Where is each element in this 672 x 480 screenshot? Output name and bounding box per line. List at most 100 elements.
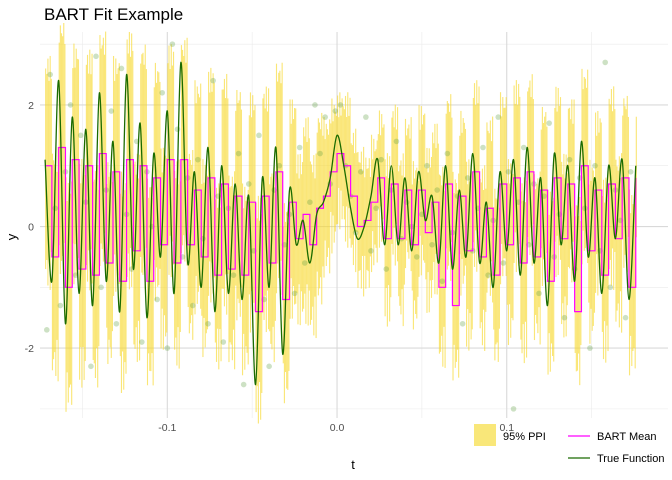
ppi-band-segment: [455, 182, 457, 362]
ppi-band-segment: [591, 167, 593, 331]
ppi-band-segment: [445, 113, 447, 249]
ppi-band-segment: [416, 167, 418, 319]
ppi-band-segment: [635, 116, 637, 238]
data-point: [195, 156, 201, 163]
ppi-band-segment: [453, 193, 455, 345]
ppi-band-segment: [441, 185, 443, 336]
data-point: [587, 345, 593, 351]
ppi-band-segment: [484, 165, 486, 351]
ppi-band-segment: [439, 175, 442, 352]
ppi-band-segment: [429, 167, 431, 281]
ppi-band-segment: [126, 39, 128, 277]
ppi-band-segment: [527, 91, 529, 237]
data-point: [424, 162, 430, 169]
ppi-band-segment: [79, 163, 81, 380]
ppi-band-segment: [97, 165, 99, 388]
ppi-band-segment: [482, 190, 485, 310]
ppi-band-segment: [427, 172, 429, 273]
data-point: [592, 162, 598, 169]
ppi-band-segment: [614, 109, 616, 252]
ppi-band-segment: [364, 177, 366, 256]
ppi-band-segment: [449, 111, 451, 252]
ppi-band-segment: [558, 105, 560, 246]
ppi-band-segment: [76, 58, 78, 259]
ppi-band-segment: [565, 154, 567, 337]
ppi-band-segment: [279, 70, 281, 282]
ppi-band-segment: [532, 99, 534, 225]
ppi-band-segment: [83, 163, 85, 380]
data-point: [500, 260, 507, 266]
data-point: [220, 339, 227, 345]
ppi-band-segment: [513, 85, 515, 263]
ppi-band-segment: [140, 63, 142, 257]
ppi-band-segment: [436, 123, 438, 295]
ppi-band-segment: [46, 73, 48, 260]
x-tick-label: 0.0: [330, 422, 345, 434]
ppi-band-segment: [377, 134, 379, 209]
ppi-band-segment: [386, 153, 388, 327]
ppi-band-segment: [251, 117, 253, 292]
ppi-band-segment: [590, 180, 592, 309]
ppi-band-segment: [85, 64, 87, 266]
ppi-band-segment: [315, 153, 317, 339]
ppi-band-segment: [252, 95, 254, 328]
ppi-band-segment: [395, 129, 397, 225]
data-point: [210, 77, 216, 84]
data-point: [98, 284, 104, 291]
ppi-band-segment: [266, 111, 269, 291]
ppi-band-segment: [231, 176, 233, 361]
ppi-band-segment: [435, 148, 437, 254]
ppi-band-segment: [133, 164, 135, 345]
ppi-band-segment: [49, 55, 51, 290]
ppi-band-segment: [578, 215, 580, 354]
ppi-band-segment: [73, 43, 75, 285]
ppi-band-segment: [96, 188, 98, 349]
ppi-band-segment: [428, 148, 430, 313]
ppi-band-segment: [355, 128, 357, 273]
ppi-band-segment: [74, 67, 76, 245]
y-tick-label: 0: [28, 222, 34, 234]
ppi-band-segment: [191, 164, 193, 316]
data-point: [434, 187, 440, 193]
ppi-band-segment: [287, 211, 289, 390]
ppi-band-segment: [62, 36, 64, 256]
ppi-band-segment: [545, 112, 547, 278]
ppi-band-segment: [324, 139, 326, 241]
x-tick-label: -0.1: [158, 422, 176, 434]
ppi-band-segment: [442, 166, 444, 367]
ppi-band-segment: [617, 170, 619, 304]
ppi-band-segment: [89, 49, 91, 291]
data-point: [296, 144, 303, 151]
ppi-band-segment: [100, 48, 102, 244]
ppi-band-segment: [88, 73, 90, 251]
ppi-band-segment: [234, 171, 236, 370]
ppi-band-segment: [145, 69, 147, 248]
ppi-band-segment: [197, 93, 199, 292]
ppi-band-segment: [470, 166, 472, 340]
data-point: [546, 120, 552, 126]
ppi-band-segment: [547, 189, 549, 375]
ppi-band-segment: [124, 190, 126, 363]
ppi-band-segment: [218, 183, 220, 370]
ppi-band-segment: [304, 136, 306, 294]
ppi-band-segment: [512, 173, 514, 321]
ppi-band-segment: [219, 207, 221, 330]
ppi-band-segment: [81, 159, 83, 388]
ppi-band-segment: [260, 198, 262, 420]
ppi-band-segment: [421, 124, 424, 245]
ppi-band-segment: [150, 187, 152, 372]
ppi-band-segment: [490, 141, 493, 262]
ppi-band-segment: [502, 97, 504, 277]
ppi-band-segment: [576, 205, 579, 371]
ppi-band-segment: [530, 97, 532, 228]
legend: 95% PPI BART Mean True Function: [474, 424, 664, 465]
ppi-band-segment: [153, 87, 155, 260]
ppi-band-segment: [539, 171, 541, 345]
ppi-band-segment: [375, 149, 377, 248]
ppi-band-segment: [71, 181, 73, 405]
ppi-band-segment: [54, 164, 56, 353]
ppi-band-segment: [110, 165, 112, 358]
data-point: [485, 272, 491, 278]
ppi-band-segment: [210, 67, 212, 303]
